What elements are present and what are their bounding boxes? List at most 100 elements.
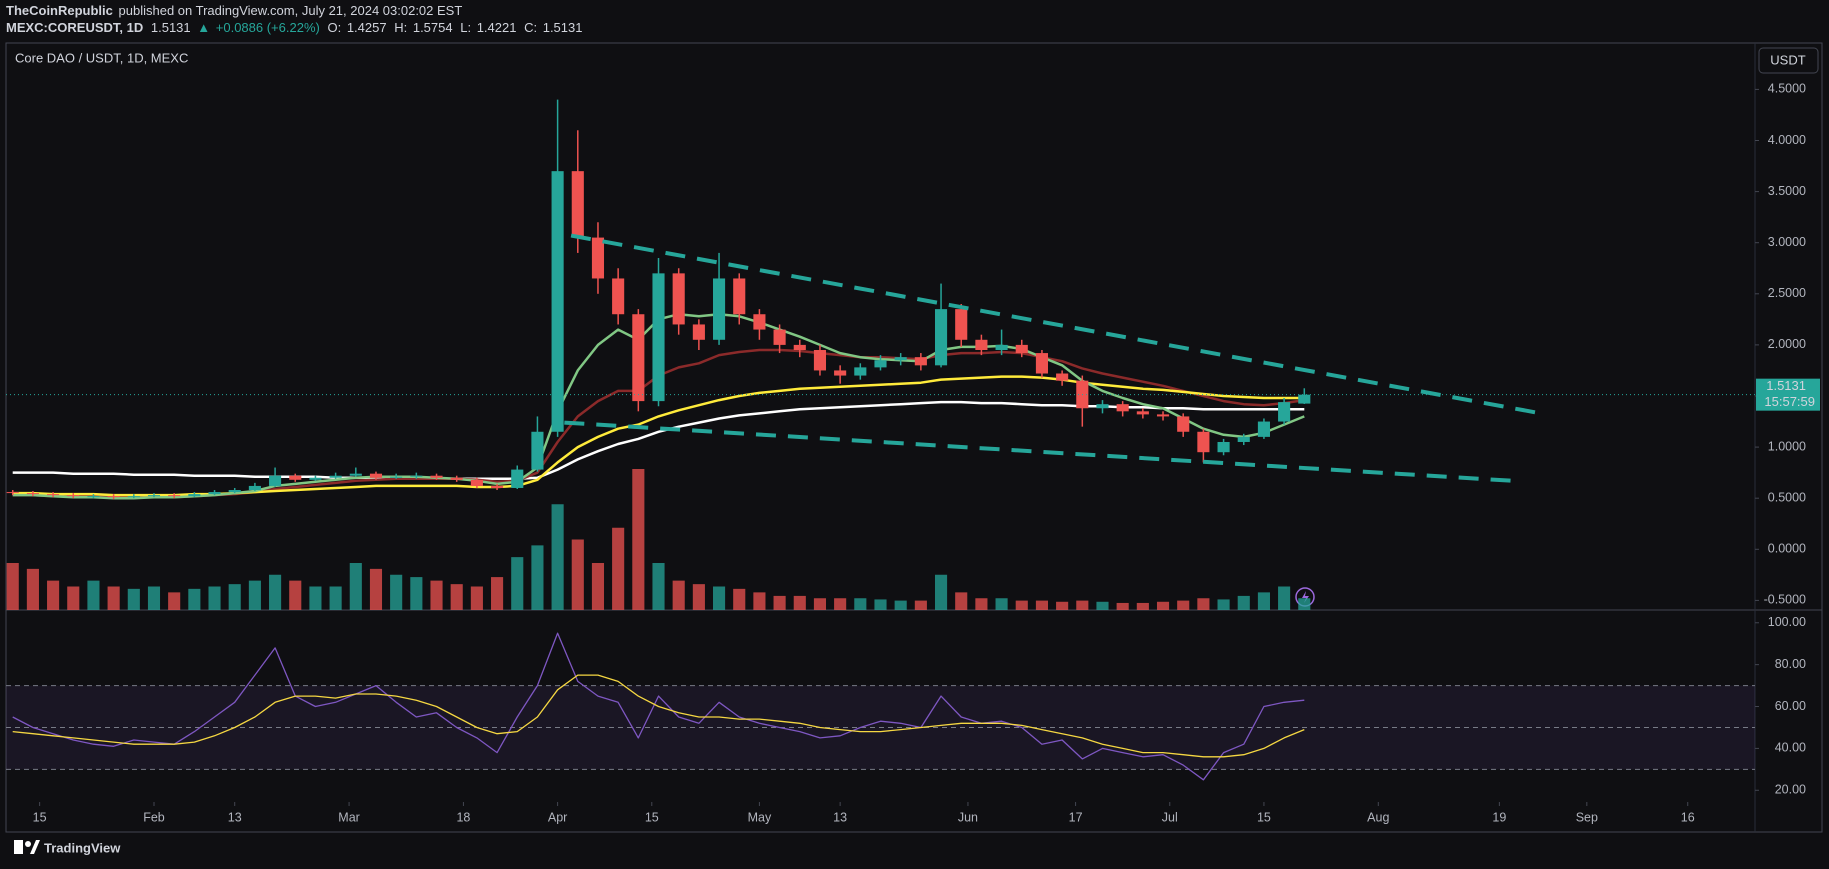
volume-bar: [1056, 601, 1069, 610]
x-tick-label: Apr: [548, 810, 567, 824]
countdown: 15:57:59: [1764, 394, 1815, 409]
candle-body: [834, 370, 847, 376]
y-tick-label: -0.5000: [1764, 593, 1806, 607]
candle-body: [712, 278, 726, 340]
candle-body: [692, 324, 705, 340]
volume-bar: [531, 545, 544, 610]
volume-bar: [269, 574, 282, 610]
candle-body: [672, 273, 685, 325]
x-tick-label: Jun: [958, 810, 978, 824]
volume-bar: [47, 580, 60, 610]
candle-body: [551, 171, 564, 432]
y-tick-label: 0.5000: [1768, 490, 1806, 504]
currency: USDT: [1770, 52, 1805, 67]
candle-body: [430, 475, 443, 478]
rsi-tick-label: 80.00: [1775, 657, 1806, 671]
candle-body: [753, 314, 766, 330]
y-tick-label: 3.5000: [1768, 184, 1806, 198]
candle-body: [793, 344, 806, 351]
x-tick-label: 17: [1069, 810, 1083, 824]
volume-bar: [147, 586, 161, 610]
published: published on TradingView.com, July 21, 2…: [119, 3, 463, 18]
candle-body: [107, 496, 120, 498]
candle-body: [571, 171, 584, 238]
last-price-box: [1756, 378, 1820, 411]
volume-bar: [773, 595, 786, 610]
volume-bar: [591, 563, 605, 610]
candle-body: [26, 493, 39, 495]
candle-body: [733, 278, 746, 315]
candle-body: [934, 309, 948, 366]
rsi-ma: [12, 674, 1305, 758]
volume-bar: [410, 577, 423, 610]
volume-bar: [87, 580, 100, 610]
x-tick-label: 15: [1257, 810, 1271, 824]
symbol-line: MEXC:COREUSDT, 1D 1.5131 ▲ +0.0886 (+6.2…: [6, 20, 582, 35]
candle-body: [47, 494, 60, 496]
last-price-label: 1.5131: [1766, 378, 1806, 393]
volume-bar: [208, 586, 221, 610]
candle-body: [1136, 411, 1149, 415]
candle-body: [1278, 402, 1291, 422]
volume-bar: [632, 469, 645, 610]
ohlc-value: 1.5754: [413, 20, 453, 35]
volume-bar: [975, 598, 988, 610]
ohlc-value: 1.4257: [347, 20, 387, 35]
volume-bar: [612, 527, 625, 610]
candle-body: [390, 476, 403, 478]
candle-body: [470, 479, 483, 486]
volume-bar: [934, 574, 948, 610]
volume-bar: [1257, 592, 1270, 610]
candle-body: [369, 473, 383, 478]
candle-body: [450, 477, 463, 480]
volume-bar: [1237, 595, 1250, 610]
volume-bar: [470, 586, 483, 610]
candle-body: [248, 485, 261, 491]
logo-slash: [30, 840, 40, 854]
y-tick-label: 2.0000: [1768, 337, 1806, 351]
candle-body: [1237, 436, 1250, 442]
currency-button[interactable]: [1758, 47, 1819, 74]
candle-body: [329, 475, 342, 478]
rsi-tick-label: 40.00: [1775, 741, 1806, 755]
volume-bar: [894, 600, 907, 610]
symbol: MEXC:COREUSDT, 1D: [6, 20, 143, 35]
candle-body: [914, 357, 927, 366]
candle-body: [1056, 373, 1069, 381]
x-tick-label: Feb: [143, 810, 165, 824]
logo-dot: [25, 841, 31, 847]
volume-bar: [813, 598, 827, 610]
candle-body: [1298, 394, 1311, 404]
last: 1.5131: [151, 20, 191, 35]
volume-bar: [390, 574, 403, 610]
volume-bar: [1035, 600, 1049, 610]
candle-body: [632, 314, 645, 402]
candle-body: [168, 495, 181, 497]
candle-body: [1116, 404, 1129, 412]
publisher: TheCoinRepublic: [6, 3, 113, 18]
volume-bar: [1197, 598, 1210, 610]
moving-average: [12, 400, 1305, 481]
volume-bar: [1076, 600, 1089, 610]
candle-body: [1015, 344, 1028, 354]
candle-body: [995, 344, 1008, 351]
ohlc-label: L:: [460, 20, 471, 35]
ohlc-value: 1.5131: [543, 20, 583, 35]
volume-bar: [551, 504, 564, 610]
volume-bar: [692, 584, 705, 610]
volume-bar: [874, 599, 887, 610]
candle-body: [67, 495, 80, 497]
candle-body: [955, 309, 968, 340]
rsi-tick-label: 60.00: [1775, 699, 1806, 713]
volume-bar: [733, 588, 746, 610]
candle-body: [228, 490, 241, 493]
volume-bar: [753, 592, 766, 610]
header-line: TheCoinRepublic published on TradingView…: [6, 3, 462, 18]
volume-bar: [571, 539, 584, 610]
volume-bar: [1015, 600, 1028, 610]
volume-bar: [1096, 601, 1109, 610]
logo-mark: [14, 840, 23, 854]
candle-body: [127, 496, 140, 498]
